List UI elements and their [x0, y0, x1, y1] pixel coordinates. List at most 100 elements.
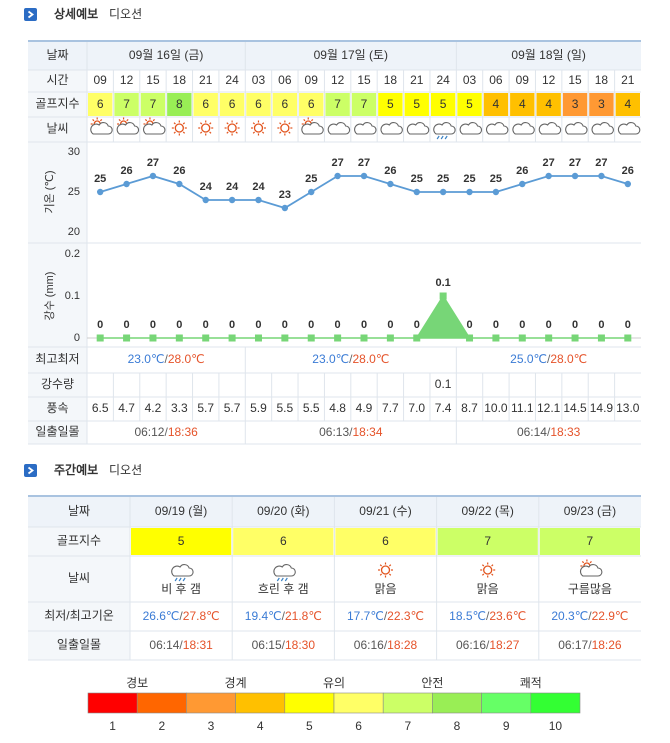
- golf-cell: [219, 93, 245, 116]
- data-label: 0: [97, 319, 103, 331]
- row-label: 날짜: [46, 48, 68, 62]
- golf-index: 5: [413, 97, 420, 111]
- weather-icon: [459, 122, 483, 135]
- sun-ray: [279, 131, 282, 134]
- golf-cell: [539, 528, 640, 555]
- time-label: 21: [621, 73, 635, 87]
- sun-ray: [209, 122, 212, 125]
- marker: [281, 204, 289, 212]
- marker: [466, 188, 473, 196]
- marker: [308, 188, 315, 196]
- sunset: 18:28: [387, 638, 417, 652]
- sun-ray: [182, 131, 186, 134]
- golf-index: 6: [255, 97, 262, 111]
- sunrise-sunset: 06:13/18:34: [319, 425, 383, 439]
- weather-icon: [480, 562, 496, 578]
- marker: [466, 334, 474, 342]
- golf-index: 7: [334, 97, 341, 111]
- data-label: 0: [519, 319, 525, 331]
- y-tick-label: 0.2: [65, 248, 80, 260]
- time-label: 21: [410, 73, 424, 87]
- separator: /: [384, 638, 388, 652]
- time-label: 09: [305, 73, 319, 87]
- marker: [360, 334, 368, 342]
- weather-icon: [224, 120, 240, 136]
- legend-level: 7: [404, 719, 411, 733]
- time-label: 09: [94, 73, 108, 87]
- sun-ray: [379, 573, 383, 576]
- wind-speed: 5.5: [303, 401, 320, 415]
- max-temp: 28.0℃: [168, 352, 205, 366]
- separator: /: [164, 425, 168, 439]
- min-max-temp: 19.4℃/21.8℃: [245, 609, 322, 623]
- sun-ray: [303, 118, 306, 122]
- sun-ray: [173, 122, 176, 125]
- max-temp: 28.0℃: [352, 352, 389, 366]
- max-temp: 23.6℃: [489, 609, 526, 623]
- wind-speed: 11.1: [511, 401, 534, 415]
- data-label: 27: [147, 157, 159, 169]
- marker: [545, 334, 553, 342]
- weather-icon: [617, 122, 641, 135]
- date-header: 09/21 (수): [359, 504, 411, 518]
- wind-speed: 4.9: [356, 401, 373, 415]
- data-label: 0: [229, 319, 235, 331]
- golf-cell: [167, 93, 192, 116]
- sun-ray: [235, 122, 238, 125]
- row-label: 날짜: [68, 504, 90, 518]
- marker: [202, 334, 210, 342]
- weather-text: 흐린 후 갬: [258, 582, 309, 596]
- legend-swatch: [284, 692, 335, 714]
- area: [100, 294, 628, 339]
- weather-text: 맑음: [374, 582, 396, 596]
- sunset: 18:34: [352, 425, 382, 439]
- marker: [492, 334, 500, 342]
- golf-index: 4: [624, 97, 631, 111]
- sun-ray: [481, 564, 485, 567]
- wind-speed: 13.0: [616, 401, 640, 415]
- marker: [597, 334, 605, 342]
- section-icon: [24, 464, 37, 477]
- y-tick-label: 0.1: [65, 290, 80, 302]
- min-max-temp: 20.3℃/22.9℃: [551, 609, 628, 623]
- golf-index: 5: [440, 97, 447, 111]
- sun-ray: [288, 122, 291, 125]
- sun-ray: [199, 131, 203, 134]
- location: 디오션: [109, 7, 142, 21]
- wind-speed: 4.8: [329, 401, 346, 415]
- golf-index: 7: [123, 97, 130, 111]
- marker: [123, 334, 131, 342]
- data-label: 0: [546, 319, 552, 331]
- header-row: [28, 42, 641, 70]
- sun: [201, 123, 211, 133]
- section-icon: [24, 8, 37, 21]
- legend-swatch: [481, 692, 532, 714]
- golf-cell: [483, 93, 509, 116]
- separator: /: [588, 609, 592, 623]
- wind-speed: 12.1: [537, 401, 561, 415]
- marker: [439, 292, 447, 300]
- wind-speed: 5.9: [250, 401, 267, 415]
- date-header: 09/20 (화): [257, 504, 309, 518]
- legend-level: 10: [549, 719, 563, 733]
- golf-cell: [233, 528, 334, 555]
- marker: [439, 188, 447, 196]
- rain-drop: [444, 135, 448, 140]
- golf-index: 3: [598, 97, 605, 111]
- min-temp: 26.6℃: [143, 609, 180, 623]
- y-tick-label: 25: [68, 186, 80, 198]
- sun-ray: [126, 118, 129, 122]
- time-label: 24: [436, 73, 450, 87]
- data-label: 0: [255, 319, 261, 331]
- y-axis-label: 기온 (℃): [43, 171, 56, 214]
- row-label: 강수량: [41, 377, 74, 391]
- data-label: 27: [543, 157, 555, 169]
- data-label: 0: [124, 319, 130, 331]
- sunrise-sunset: 06:15/18:30: [252, 638, 316, 652]
- legend-swatch: [530, 692, 581, 714]
- golf-index: 7: [150, 97, 157, 111]
- sunset: 18:27: [489, 638, 519, 652]
- separator: /: [179, 638, 183, 652]
- max-temp: 22.9℃: [592, 609, 629, 623]
- cloud: [512, 122, 535, 135]
